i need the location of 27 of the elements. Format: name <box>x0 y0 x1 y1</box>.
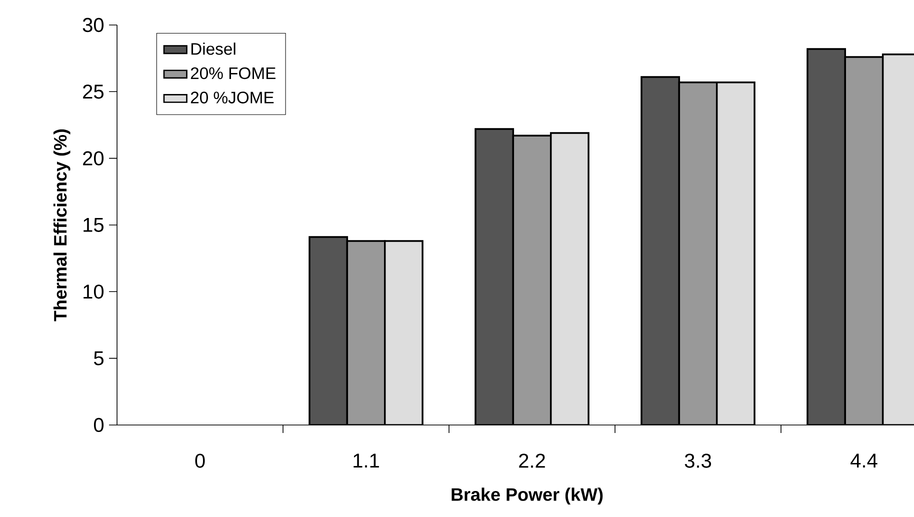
bar <box>308 236 348 425</box>
bar <box>678 81 718 425</box>
x-tick-label: 3.3 <box>684 454 712 468</box>
x-tick-label: 2.2 <box>519 454 545 468</box>
x-axis-title: Brake Power (kW) <box>452 488 603 504</box>
y-axis-title: Thermal Efficiency (%) <box>53 129 70 322</box>
y-tick-label: 20 <box>83 151 104 166</box>
bar <box>474 128 514 425</box>
y-tick-label: 25 <box>83 84 104 99</box>
bar <box>550 132 590 425</box>
x-tick-label: 4.4 <box>850 454 878 468</box>
y-tick-label: 15 <box>84 218 104 232</box>
bar <box>716 81 756 425</box>
legend-label: 20 %JOME <box>190 92 274 104</box>
legend-label: Diesel <box>191 42 236 55</box>
x-tick-label: 1.1 <box>354 454 379 468</box>
bar <box>806 48 846 425</box>
legend-label: 20% FOME <box>190 67 276 80</box>
y-tick-label: 0 <box>94 418 104 432</box>
bar <box>346 240 386 425</box>
y-tick-label: 30 <box>82 18 104 32</box>
y-tick-label: 5 <box>94 351 104 366</box>
x-tick-label: 0 <box>195 454 205 468</box>
bar <box>640 76 680 425</box>
bar <box>384 240 424 425</box>
bar <box>512 134 552 425</box>
y-tick-label: 10 <box>84 284 104 299</box>
